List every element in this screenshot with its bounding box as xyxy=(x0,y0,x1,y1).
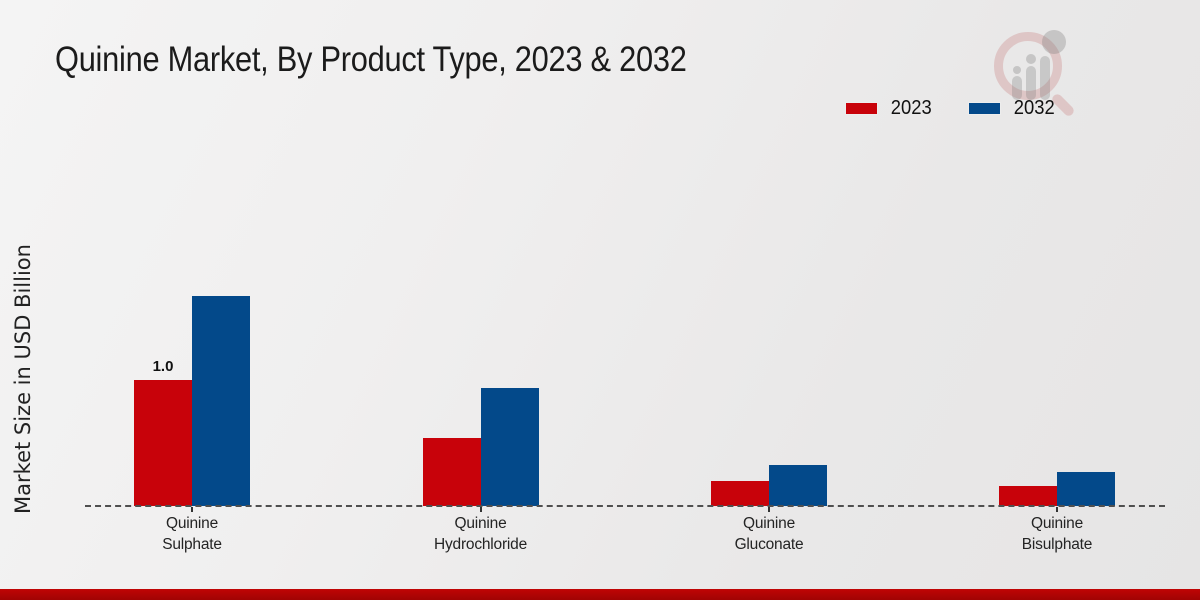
logo-bar-icon xyxy=(1026,66,1036,100)
logo-dot-icon xyxy=(1042,30,1066,54)
watermark-logo xyxy=(990,24,1085,119)
magnifier-ring-icon xyxy=(994,32,1062,100)
chart-title: Quinine Market, By Product Type, 2023 & … xyxy=(55,40,687,79)
x-axis-baseline xyxy=(85,505,1165,507)
footer-accent-bar xyxy=(0,589,1200,600)
bar-2032-quinine-hydrochloride xyxy=(480,388,539,506)
legend-item-2032: 2032 xyxy=(967,97,1057,120)
legend-swatch-2023 xyxy=(845,102,878,115)
bar-2023-quinine-gluconate xyxy=(711,481,769,506)
legend-swatch-2032 xyxy=(967,102,1001,115)
legend: 2023 2032 xyxy=(845,97,1056,120)
bar-2023-quinine-bisulphate xyxy=(999,486,1057,506)
legend-label-2032: 2032 xyxy=(1013,97,1055,119)
logo-bar-icon xyxy=(1040,56,1050,100)
x-axis-tick xyxy=(479,507,482,512)
x-axis-tick xyxy=(191,507,193,512)
legend-item-2023: 2023 xyxy=(845,97,934,120)
x-axis-tick xyxy=(768,507,770,512)
bar-2032-quinine-sulphate xyxy=(192,296,250,506)
bar-2032-quinine-bisulphate xyxy=(1057,472,1115,506)
logo-dot-icon xyxy=(1013,66,1021,74)
category-label-quinine-bisulphate: Quinine Bisulphate xyxy=(1021,515,1093,553)
category-label-quinine-hydrochloride: Quinine Hydrochloride xyxy=(433,515,528,553)
logo-dot-icon xyxy=(1026,54,1036,64)
bar-2023-quinine-sulphate xyxy=(134,380,192,506)
bar-2023-quinine-hydrochloride xyxy=(422,438,481,506)
bar-2032-quinine-gluconate xyxy=(769,465,827,506)
x-axis-tick xyxy=(1056,507,1058,512)
category-label-quinine-sulphate: Quinine Sulphate xyxy=(162,515,222,553)
category-label-quinine-gluconate: Quinine Gluconate xyxy=(734,515,804,553)
legend-label-2023: 2023 xyxy=(890,97,932,119)
logo-bar-icon xyxy=(1012,76,1022,100)
bar-value-label: 1.0 xyxy=(152,358,174,375)
